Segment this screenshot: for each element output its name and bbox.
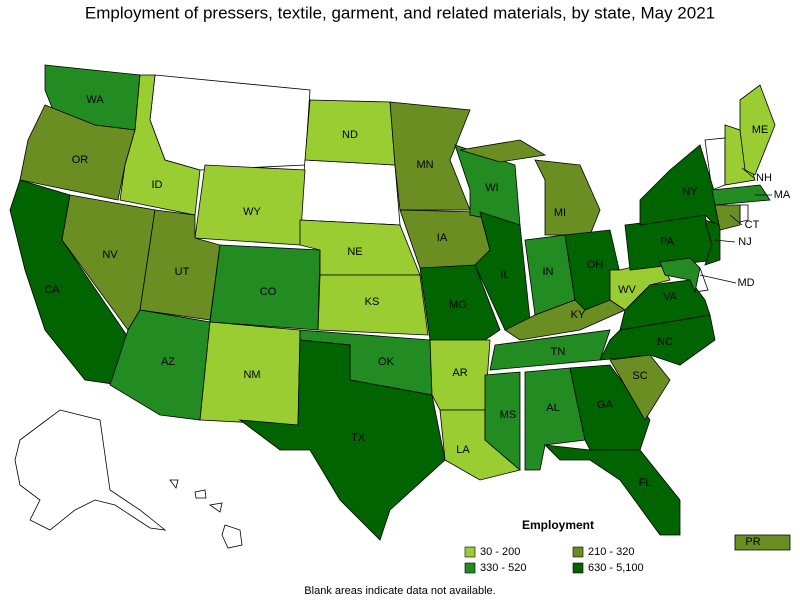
map-title: Employment of pressers, textile, garment… xyxy=(85,3,715,22)
island xyxy=(194,489,207,499)
legend-label: 30 - 200 xyxy=(480,546,520,558)
state xyxy=(317,274,429,336)
state-label: OK xyxy=(378,356,395,368)
leader-line xyxy=(699,274,737,284)
state-label: IA xyxy=(437,232,448,244)
state-label: VA xyxy=(663,291,678,303)
state-label: GA xyxy=(597,399,614,411)
state-label: MI xyxy=(554,207,566,219)
state-label: IN xyxy=(543,266,554,278)
state xyxy=(599,314,716,366)
state-label: LA xyxy=(456,444,470,456)
state-blank xyxy=(299,159,401,226)
state-label: MD xyxy=(737,277,754,289)
state-label: KY xyxy=(571,309,586,321)
state-label: WA xyxy=(86,94,104,106)
state-label: WY xyxy=(243,206,261,218)
state xyxy=(238,339,446,541)
state-label: ME xyxy=(752,124,769,136)
state-label: AR xyxy=(452,367,467,379)
state-label: ID xyxy=(152,179,163,191)
hawaii xyxy=(169,479,243,549)
state-label: NH xyxy=(756,172,772,184)
state-label: UT xyxy=(175,266,190,278)
state xyxy=(389,101,471,211)
state-label: OH xyxy=(587,259,604,271)
legend-swatch xyxy=(572,546,584,558)
state-label: NJ xyxy=(738,236,751,248)
state-label: PA xyxy=(660,236,675,248)
state-label: CO xyxy=(260,286,277,298)
state-label: IL xyxy=(500,269,509,281)
state-label: MO xyxy=(449,299,467,311)
island xyxy=(208,502,223,513)
state xyxy=(704,219,721,266)
leader-line xyxy=(729,214,743,226)
state xyxy=(711,184,771,206)
state-label: NV xyxy=(102,249,118,261)
state-blank xyxy=(149,74,311,171)
state-label: TN xyxy=(551,346,566,358)
island xyxy=(221,524,243,549)
state-label: KS xyxy=(365,296,380,308)
state-label: MA xyxy=(774,189,791,201)
state-label: AZ xyxy=(161,356,175,368)
state-label: PR xyxy=(745,536,760,548)
state-label: ND xyxy=(342,129,358,141)
leader-line xyxy=(741,167,755,179)
state-label: MS xyxy=(500,409,517,421)
state xyxy=(739,84,776,176)
state-label: FL xyxy=(639,477,652,489)
footnote: Blank areas indicate data not available. xyxy=(304,585,495,597)
state xyxy=(714,204,741,231)
state-label: NM xyxy=(243,369,260,381)
legend-swatch xyxy=(572,562,584,574)
legend-swatch xyxy=(464,562,476,574)
state-label: WI xyxy=(485,182,498,194)
state xyxy=(659,257,701,294)
state-label: SC xyxy=(632,370,647,382)
state-label: AL xyxy=(546,402,559,414)
state-label: OR xyxy=(72,154,89,166)
legend-swatch xyxy=(464,546,476,558)
state-label: MN xyxy=(416,159,433,171)
state xyxy=(119,74,201,216)
state-label: NY xyxy=(682,186,698,198)
state-label: CA xyxy=(44,284,60,296)
leader-line xyxy=(714,239,736,243)
legend-label: 210 - 320 xyxy=(588,546,634,558)
state xyxy=(484,371,521,471)
legend-title: Employment xyxy=(522,518,594,532)
state-label: NC xyxy=(657,336,673,348)
island xyxy=(169,479,179,489)
state xyxy=(734,534,791,551)
state-label: CT xyxy=(745,219,760,231)
state-label: TX xyxy=(351,432,366,444)
legend-label: 630 - 5,100 xyxy=(588,562,644,574)
state xyxy=(419,264,501,341)
state-blank xyxy=(14,409,167,531)
state-label: NE xyxy=(347,246,362,258)
state xyxy=(19,104,136,201)
legend-label: 330 - 520 xyxy=(480,562,526,574)
state xyxy=(543,444,681,536)
state-label: WV xyxy=(618,284,636,296)
